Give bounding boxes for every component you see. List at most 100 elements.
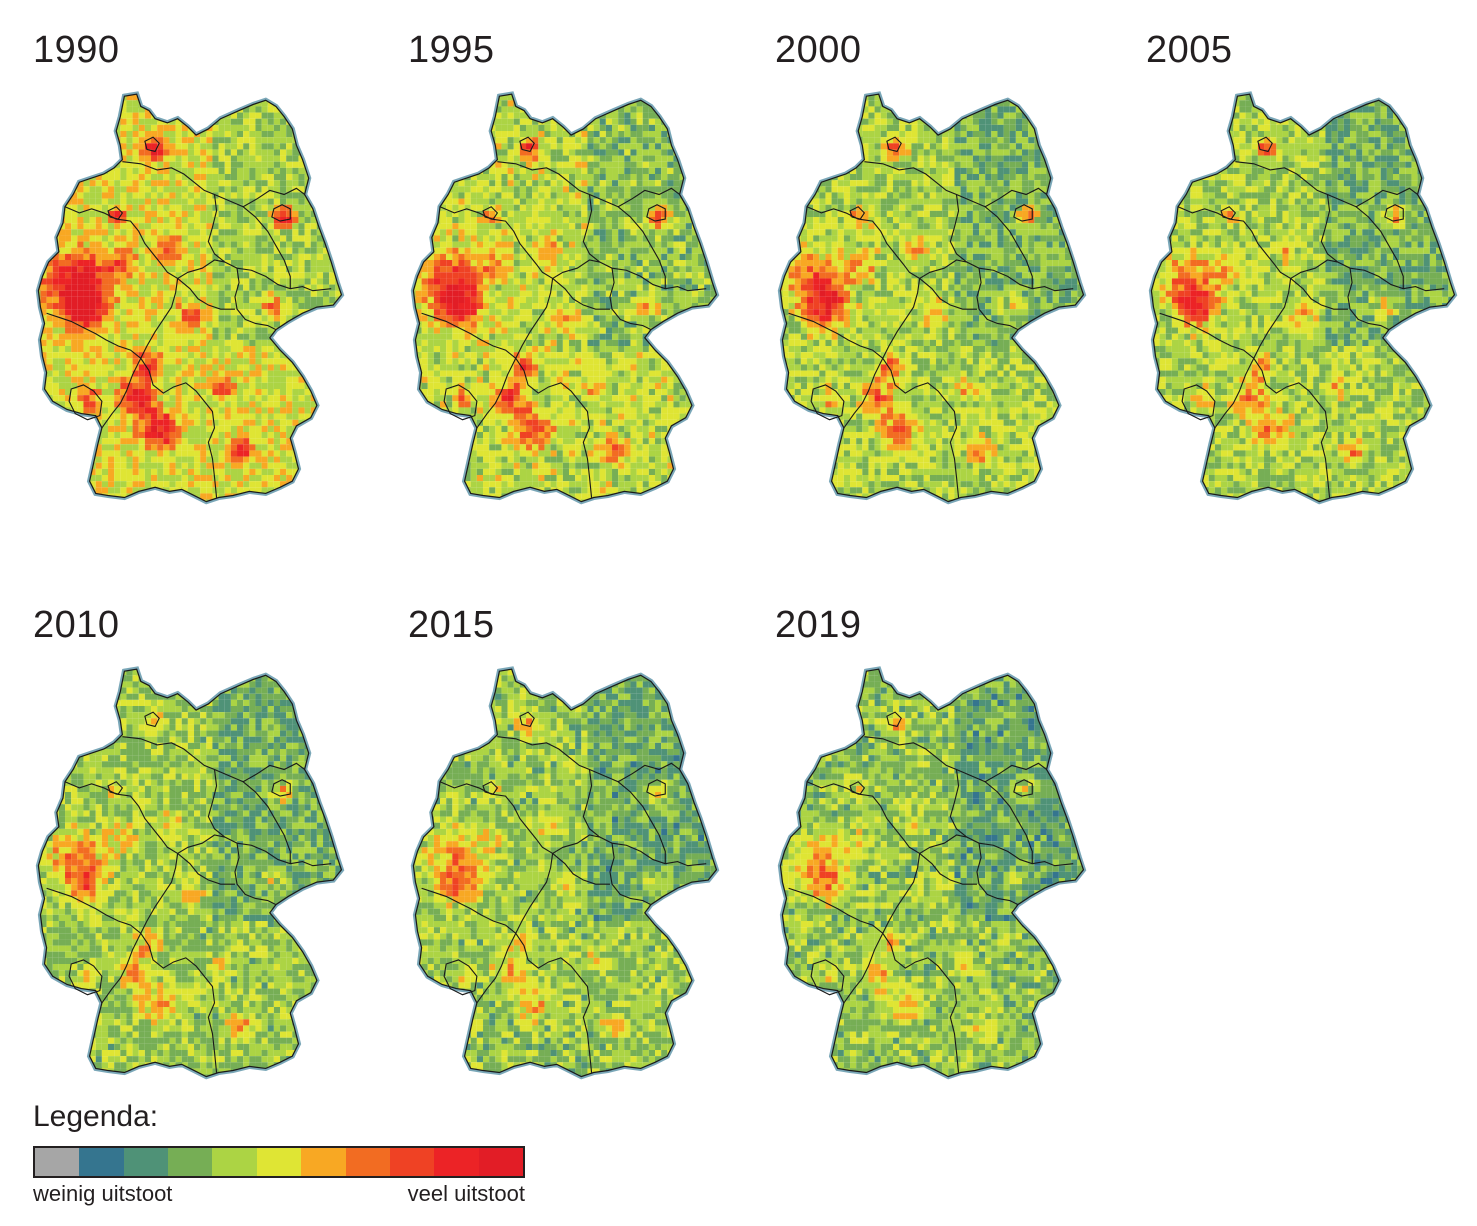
legend-low-label: weinig uitstoot — [33, 1181, 172, 1207]
state-border — [646, 204, 666, 222]
state-border — [177, 277, 235, 310]
legend-swatch — [434, 1148, 479, 1176]
legend-color-scale — [33, 1146, 525, 1178]
state-border — [515, 357, 593, 498]
legend-swatch — [123, 1148, 169, 1176]
map-panel-1990: 1990 — [33, 30, 373, 520]
state-border — [140, 278, 179, 359]
state-border — [46, 887, 142, 934]
state-border — [476, 933, 517, 1004]
map-panel-2010: 2010 — [33, 605, 373, 1095]
state-border — [1013, 204, 1033, 222]
state-border — [482, 206, 499, 220]
state-border — [144, 711, 160, 728]
country-border — [412, 668, 718, 1078]
state-border — [421, 887, 517, 934]
state-border — [849, 206, 866, 220]
emission-map — [35, 91, 345, 505]
year-label: 1990 — [33, 30, 120, 70]
state-border — [107, 781, 124, 795]
state-border — [949, 194, 1074, 292]
state-border — [552, 259, 600, 279]
state-border — [1290, 259, 1338, 279]
state-border — [46, 312, 142, 359]
state-border — [949, 769, 1074, 867]
state-border — [68, 384, 103, 421]
map-panel-1995: 1995 — [408, 30, 748, 520]
map-panel-2005: 2005 — [1146, 30, 1477, 520]
state-border — [207, 194, 332, 292]
state-border — [609, 268, 652, 331]
state-border — [234, 843, 277, 906]
emission-map — [410, 91, 720, 505]
legend-swatch — [301, 1148, 346, 1176]
state-border — [1347, 268, 1390, 331]
state-border — [849, 781, 866, 795]
state-border — [843, 358, 884, 429]
legend-swatch — [345, 1148, 390, 1176]
state-border — [1159, 312, 1255, 359]
legend-high-label: veel uitstoot — [408, 1181, 525, 1207]
state-border — [107, 206, 124, 220]
state-border — [1181, 384, 1216, 421]
state-border — [617, 206, 666, 289]
state-border — [443, 959, 478, 996]
state-border — [886, 136, 902, 153]
state-border — [140, 932, 218, 1073]
legend-swatch — [478, 1148, 523, 1176]
state-border — [1214, 358, 1255, 429]
legend-labels: weinig uitstoot veel uitstoot — [33, 1181, 525, 1207]
legend-title: Legenda: — [33, 1100, 528, 1134]
legend-swatch — [256, 1148, 302, 1176]
state-border — [810, 384, 845, 421]
emission-map — [1148, 91, 1458, 505]
state-border — [609, 843, 652, 906]
emission-map — [777, 91, 1087, 505]
state-border — [882, 853, 921, 934]
state-border — [64, 206, 178, 279]
map-panel-2019: 2019 — [775, 605, 1115, 1095]
state-border — [271, 779, 291, 797]
country-border — [1150, 93, 1456, 503]
state-border — [519, 711, 535, 728]
state-border — [919, 852, 977, 885]
state-border — [788, 312, 884, 359]
emission-map — [35, 666, 345, 1080]
country-border — [779, 668, 1085, 1078]
state-border — [1220, 206, 1237, 220]
state-border — [439, 781, 553, 854]
state-border — [519, 136, 535, 153]
state-border — [919, 259, 967, 279]
state-border — [144, 136, 160, 153]
state-border — [882, 278, 921, 359]
emission-map — [410, 666, 720, 1080]
state-border — [976, 268, 1019, 331]
state-border — [515, 853, 554, 934]
state-border — [177, 259, 225, 279]
country-border — [37, 668, 343, 1078]
state-border — [882, 932, 960, 1073]
state-border — [552, 277, 610, 310]
state-border — [582, 194, 707, 292]
state-border — [207, 769, 332, 867]
legend-swatch — [212, 1148, 257, 1176]
state-border — [552, 834, 600, 854]
state-border — [919, 834, 967, 854]
state-border — [1384, 204, 1404, 222]
state-border — [515, 278, 554, 359]
state-border — [443, 384, 478, 421]
state-border — [882, 357, 960, 498]
state-border — [140, 853, 179, 934]
year-label: 1995 — [408, 30, 495, 70]
state-border — [810, 959, 845, 996]
year-label: 2010 — [33, 605, 120, 645]
year-label: 2000 — [775, 30, 862, 70]
legend-swatch — [389, 1148, 435, 1176]
state-border — [421, 312, 517, 359]
state-border — [806, 781, 920, 854]
state-border — [1257, 136, 1273, 153]
legend-swatch — [35, 1148, 80, 1176]
state-border — [64, 781, 178, 854]
state-border — [177, 852, 235, 885]
state-border — [1320, 194, 1445, 292]
